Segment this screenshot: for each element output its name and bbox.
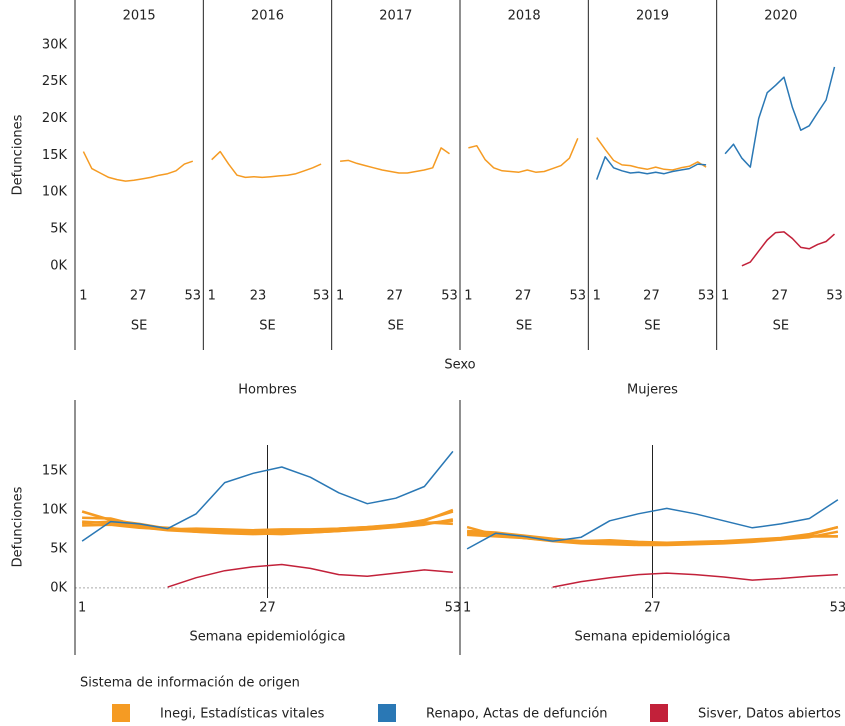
panel-title: 2020: [764, 9, 797, 24]
x-axis-title: Semana epidemiológica: [189, 630, 345, 645]
x-tick-label: 53: [826, 289, 843, 304]
x-tick-label: 23: [250, 289, 267, 304]
x-axis-title: Semana epidemiológica: [574, 630, 730, 645]
x-tick-label: 1: [464, 289, 472, 304]
panel-title: 2019: [636, 9, 669, 24]
series-line: [81, 450, 454, 542]
legend-swatch: [650, 704, 668, 722]
series-line: [82, 519, 454, 532]
x-tick-label: 1: [208, 289, 216, 304]
legend-label: Renapo, Actas de defunción: [426, 707, 608, 722]
y-tick-label: 30K: [42, 37, 68, 52]
x-tick-label: 1: [721, 289, 729, 304]
series-line: [340, 147, 450, 174]
y-tick-label: 0K: [50, 580, 67, 595]
x-tick-label: 53: [830, 601, 845, 616]
series-line: [82, 151, 194, 182]
y-tick-label: 15K: [42, 463, 68, 478]
x-tick-label: 1: [78, 601, 86, 616]
x-tick-label: 27: [387, 289, 404, 304]
x-tick-label: 53: [313, 289, 330, 304]
x-axis-title: SE: [773, 319, 789, 334]
series-line: [467, 533, 838, 545]
panel-title: 2016: [251, 9, 284, 24]
x-axis-title: SE: [516, 319, 532, 334]
panel-title: 2015: [123, 9, 156, 24]
x-tick-label: 27: [130, 289, 147, 304]
y-tick-label: 10K: [42, 185, 68, 200]
x-tick-label: 27: [772, 289, 789, 304]
y-axis-title: Defunciones: [11, 486, 26, 567]
panel-title: Hombres: [238, 383, 297, 398]
x-tick-label: 53: [445, 601, 462, 616]
series-line: [167, 563, 453, 588]
x-tick-label: 27: [259, 601, 276, 616]
y-tick-label: 5K: [50, 221, 67, 236]
y-tick-label: 25K: [42, 74, 68, 89]
panel-title: 2018: [508, 9, 541, 24]
x-tick-label: 1: [593, 289, 601, 304]
x-tick-label: 53: [441, 289, 458, 304]
y-tick-label: 15K: [42, 148, 68, 163]
series-line: [596, 137, 707, 171]
series-line: [741, 231, 835, 267]
y-axis-title: Defunciones: [11, 114, 26, 195]
legend-label: Inegi, Estadísticas vitales: [160, 707, 325, 722]
x-tick-label: 27: [644, 601, 661, 616]
x-axis-title: SE: [259, 319, 275, 334]
series-line: [468, 138, 579, 173]
x-axis-title: SE: [388, 319, 404, 334]
legend-title: Sistema de información de origen: [80, 676, 300, 691]
legend-label: Sisver, Datos abiertos: [698, 707, 841, 722]
x-tick-label: 1: [336, 289, 344, 304]
y-tick-label: 0K: [50, 258, 67, 273]
y-tick-label: 10K: [42, 502, 68, 517]
x-tick-label: 27: [515, 289, 532, 304]
x-tick-label: 27: [643, 289, 660, 304]
facet-title: Sexo: [444, 358, 475, 373]
panel-title: Mujeres: [627, 383, 678, 398]
x-tick-label: 53: [185, 289, 202, 304]
x-tick-label: 53: [570, 289, 587, 304]
series-line: [211, 150, 322, 179]
series-line: [466, 499, 839, 550]
panel-title: 2017: [379, 9, 412, 24]
y-tick-label: 20K: [42, 111, 68, 126]
legend-swatch: [378, 704, 396, 722]
series-line: [552, 572, 838, 588]
legend-swatch: [112, 704, 130, 722]
x-tick-label: 1: [463, 601, 471, 616]
x-tick-label: 1: [79, 289, 87, 304]
series-line: [595, 156, 707, 180]
x-axis-title: SE: [131, 319, 147, 334]
series-line: [724, 66, 836, 168]
x-axis-title: SE: [644, 319, 660, 334]
x-tick-label: 53: [698, 289, 715, 304]
y-tick-label: 5K: [50, 541, 67, 556]
